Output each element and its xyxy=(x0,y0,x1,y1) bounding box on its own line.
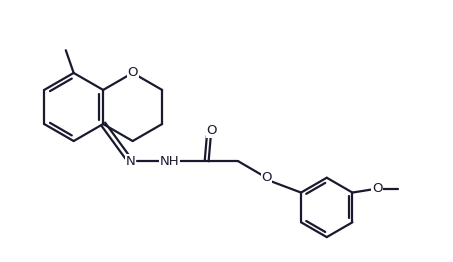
Text: NH: NH xyxy=(160,155,179,168)
Text: O: O xyxy=(261,171,272,184)
Text: O: O xyxy=(207,124,217,137)
Text: O: O xyxy=(372,182,383,195)
Text: N: N xyxy=(125,155,135,168)
Text: O: O xyxy=(127,67,138,79)
